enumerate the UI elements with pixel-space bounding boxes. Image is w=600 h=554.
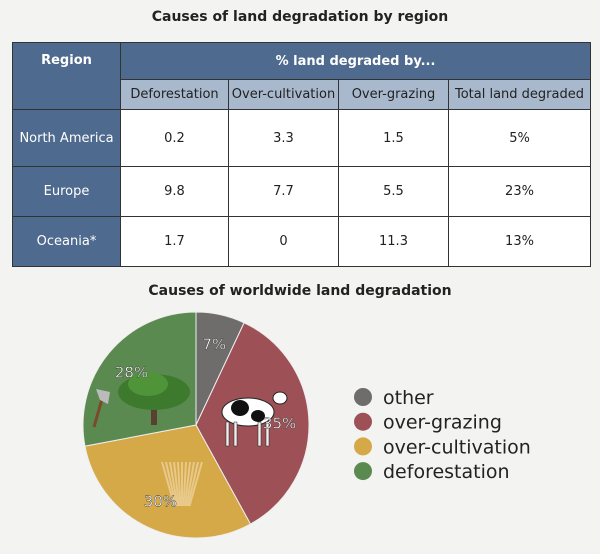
region-cell: North America [12,109,121,167]
slice-label: 30% [144,493,177,511]
region-cell: Oceania* [12,216,121,267]
value-cell: 0 [228,216,339,267]
table-title: Causes of land degradation by region [151,9,449,25]
value-cell: 9.8 [120,166,229,217]
region-cell: Europe [12,166,121,217]
column-header: Over-cultivation [228,79,339,110]
legend-label: over-grazing [383,412,502,434]
column-header: Deforestation [120,79,229,110]
value-cell: 5% [448,109,591,167]
slice-label: 28% [115,364,148,382]
value-cell: 23% [448,166,591,217]
wheat-icon [169,461,179,507]
cow-leg-icon [265,421,270,447]
wheat-icon [161,461,176,507]
group-header: % land degraded by... [120,42,591,80]
legend-label: deforestation [383,461,510,483]
legend-swatch [354,412,372,431]
cow-head-icon [272,391,288,405]
wheat-icon [165,461,177,507]
table-row: North America 0.2 3.3 1.5 5% [12,109,591,167]
legend-swatch [354,388,372,406]
cow-leg-icon [233,421,238,447]
legend-swatch [354,437,372,456]
cow-spot-icon [251,410,265,422]
legend-swatch [354,462,372,481]
value-cell: 13% [448,216,591,267]
table-row: Europe 9.8 7.7 5.5 23% [12,166,591,217]
wheat-icon [185,461,195,507]
value-cell: 1.7 [120,216,229,267]
wheat-icon [173,461,180,507]
value-cell: 3.3 [228,109,339,167]
wheat-icon [188,461,203,507]
table-row: Oceania* 1.7 0 11.3 13% [12,216,591,267]
axe-icon [96,389,110,404]
legend-label: other [383,387,434,409]
cow-leg-icon [257,421,262,447]
tree-icon [128,372,168,396]
wheat-icon [184,461,191,507]
cow-leg-icon [225,421,230,447]
value-cell: 11.3 [338,216,449,267]
wheat-icon [182,461,187,507]
wheat-icon [177,461,182,507]
value-cell: 1.5 [338,109,449,167]
pie-title: Causes of worldwide land degradation [148,283,452,299]
cow-spot-icon [231,400,249,416]
value-cell: 0.2 [120,109,229,167]
degradation-table: Region % land degraded by... Deforestati… [12,42,591,267]
slice-label: 7% [202,335,226,353]
column-header: Over-grazing [338,79,449,110]
wheat-icon [187,461,199,507]
legend-label: over-cultivation [383,436,531,458]
slice-label: 35% [263,414,296,432]
